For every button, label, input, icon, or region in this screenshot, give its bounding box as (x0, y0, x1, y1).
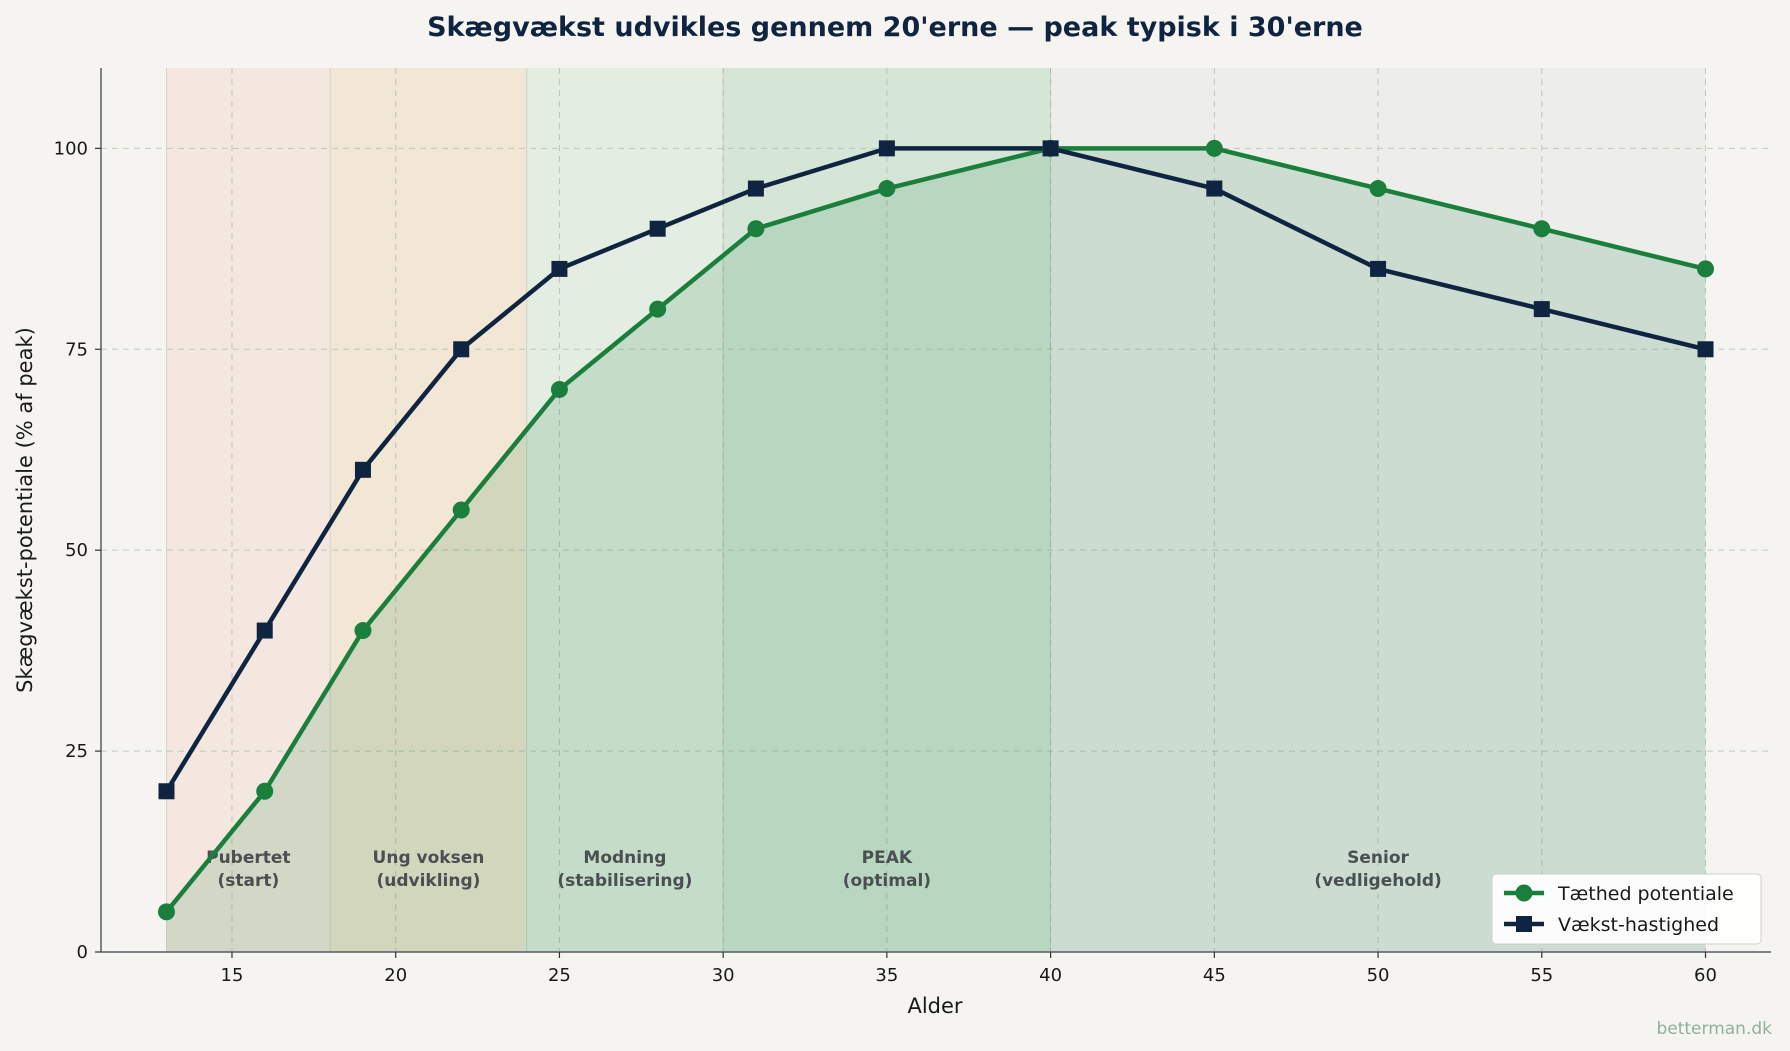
x-tick-label: 25 (548, 965, 571, 986)
x-tick-label: 15 (221, 965, 244, 986)
stage-label-line1: Pubertet (206, 848, 290, 868)
data-point (878, 140, 895, 157)
legend-marker (1515, 884, 1533, 902)
data-point (1533, 220, 1551, 238)
data-point (157, 903, 175, 921)
stage-label-line1: Modning (583, 848, 666, 868)
data-point (256, 782, 274, 800)
legend-label: Tæthed potentiale (1557, 883, 1734, 905)
data-point (550, 380, 568, 398)
legend-box (1491, 873, 1762, 945)
stage-label-line2: (vedligehold) (1314, 871, 1441, 891)
stage-label-line2: (udvikling) (376, 871, 480, 891)
legend: Tæthed potentiale Vækst-hastighed (1491, 873, 1762, 945)
y-tick-label: 100 (54, 138, 88, 159)
stage-label-line1: PEAK (862, 848, 913, 868)
y-tick-label: 75 (65, 339, 88, 360)
stage-band (166, 68, 331, 952)
stage-label-line1: Ung voksen (373, 848, 485, 868)
legend-label: Vækst-hastighed (1558, 914, 1719, 936)
stage-labels: Pubertet (start) Ung voksen (udvikling) Modn… (206, 848, 1442, 891)
area-tæthed-potentiale (166, 148, 1706, 952)
data-point (1697, 341, 1714, 358)
data-point (649, 300, 667, 318)
stage-label-line1: Senior (1347, 848, 1409, 868)
grid (101, 68, 1771, 953)
data-point (649, 220, 666, 237)
data-point (452, 501, 470, 519)
data-point (1042, 140, 1059, 157)
y-tick-label: 0 (77, 942, 88, 963)
stage-label-line2: (optimal) (843, 871, 931, 891)
x-tick-label: 60 (1694, 965, 1717, 986)
y-axis-label: Skægvækst-potentiale (% af peak) (13, 327, 37, 693)
x-tick-label: 40 (1039, 965, 1062, 986)
data-point (551, 260, 568, 277)
y-tick-label: 25 (65, 741, 88, 762)
stage-label-line2: (start) (217, 871, 279, 891)
data-point (1370, 260, 1387, 277)
legend-marker (1516, 916, 1532, 932)
data-point (354, 622, 372, 640)
x-axis-label: Alder (907, 994, 962, 1018)
x-tick-label: 20 (384, 965, 407, 986)
y-tick-label: 50 (65, 540, 88, 561)
x-tick-label: 50 (1367, 965, 1390, 986)
data-point (354, 461, 371, 478)
x-tick-label: 55 (1530, 965, 1553, 986)
series-markers (157, 139, 1715, 921)
area-fill (166, 148, 1706, 952)
data-point (1697, 260, 1715, 278)
chart-title: Skægvækst udvikles gennem 20'erne — peak… (427, 12, 1363, 43)
data-point (256, 622, 273, 639)
data-point (747, 220, 765, 238)
data-point (158, 783, 175, 800)
x-tick-label: 35 (875, 965, 898, 986)
data-point (747, 180, 764, 197)
watermark: betterman.dk (1656, 1019, 1772, 1039)
data-point (1205, 139, 1223, 157)
ticks: 15 20 25 30 35 40 45 50 55 60 0 25 50 75 100 (54, 138, 1717, 986)
stage-label-line2: (stabilisering) (557, 871, 692, 891)
axes (100, 68, 1771, 953)
data-point (1206, 180, 1223, 197)
stage-band (330, 68, 527, 952)
data-point (1369, 180, 1387, 198)
data-point (453, 341, 470, 358)
x-tick-label: 30 (712, 965, 735, 986)
x-tick-label: 45 (1203, 965, 1226, 986)
data-point (878, 180, 896, 198)
data-point (1533, 301, 1550, 318)
